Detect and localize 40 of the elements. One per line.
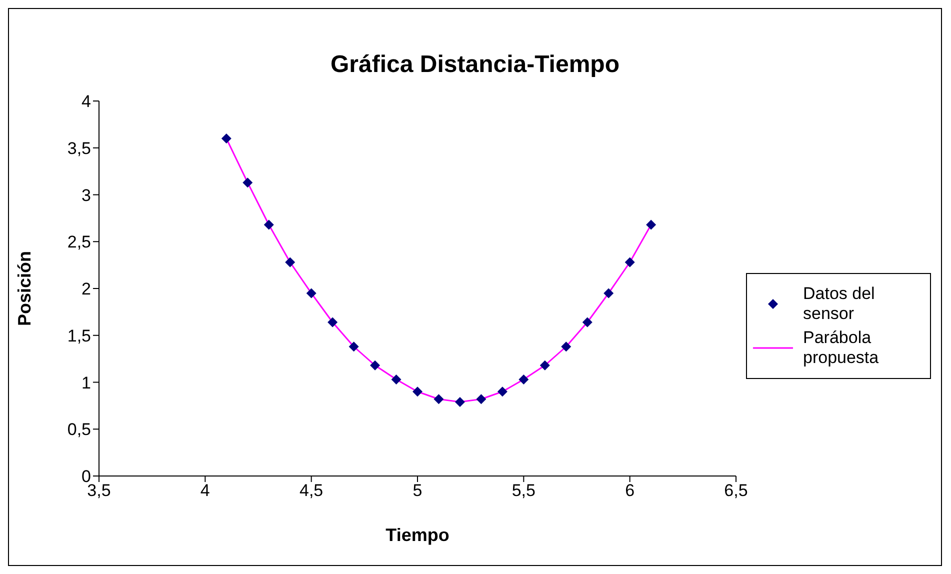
point [285,257,296,268]
y-tick-label: 4 [82,92,91,112]
point [518,374,529,384]
chart-title: Gráfica Distancia-Tiempo [330,50,620,80]
point [476,394,486,404]
x-tick-label: 4 [200,481,210,500]
y-tick-label: 3 [82,186,91,205]
point [264,220,274,230]
point [646,220,656,230]
point [497,386,508,397]
point [242,178,253,188]
y-tick-label: 2 [82,280,91,299]
point [604,288,614,298]
point [582,317,592,328]
x-tick-label: 6,5 [724,481,748,500]
point [454,396,465,407]
point [306,288,316,298]
point [221,134,232,144]
point [391,374,402,384]
y-tick-label: 3,5 [67,138,91,158]
x-tick-label: 6 [625,481,635,500]
y-tick-label: 1 [82,373,91,392]
x-tick-label: 4,5 [300,481,324,500]
point [412,386,422,397]
point [561,342,572,352]
point [348,342,359,352]
x-tick-label: 5,5 [512,481,536,500]
point [540,360,550,370]
point [370,360,380,370]
point [624,257,635,268]
x-tick-label: 5 [412,481,422,500]
legend-label: Parábola propuesta [803,328,880,368]
y-tick-label: 1,5 [67,326,91,346]
x-axis-title: Tiempo [386,525,450,545]
y-tick-label: 2,5 [67,232,91,252]
y-axis-title: Posición [14,250,34,326]
y-tick-label: 0,5 [67,420,91,440]
legend-label: Datos del sensor [803,284,876,324]
point [328,317,338,328]
point [434,394,444,404]
